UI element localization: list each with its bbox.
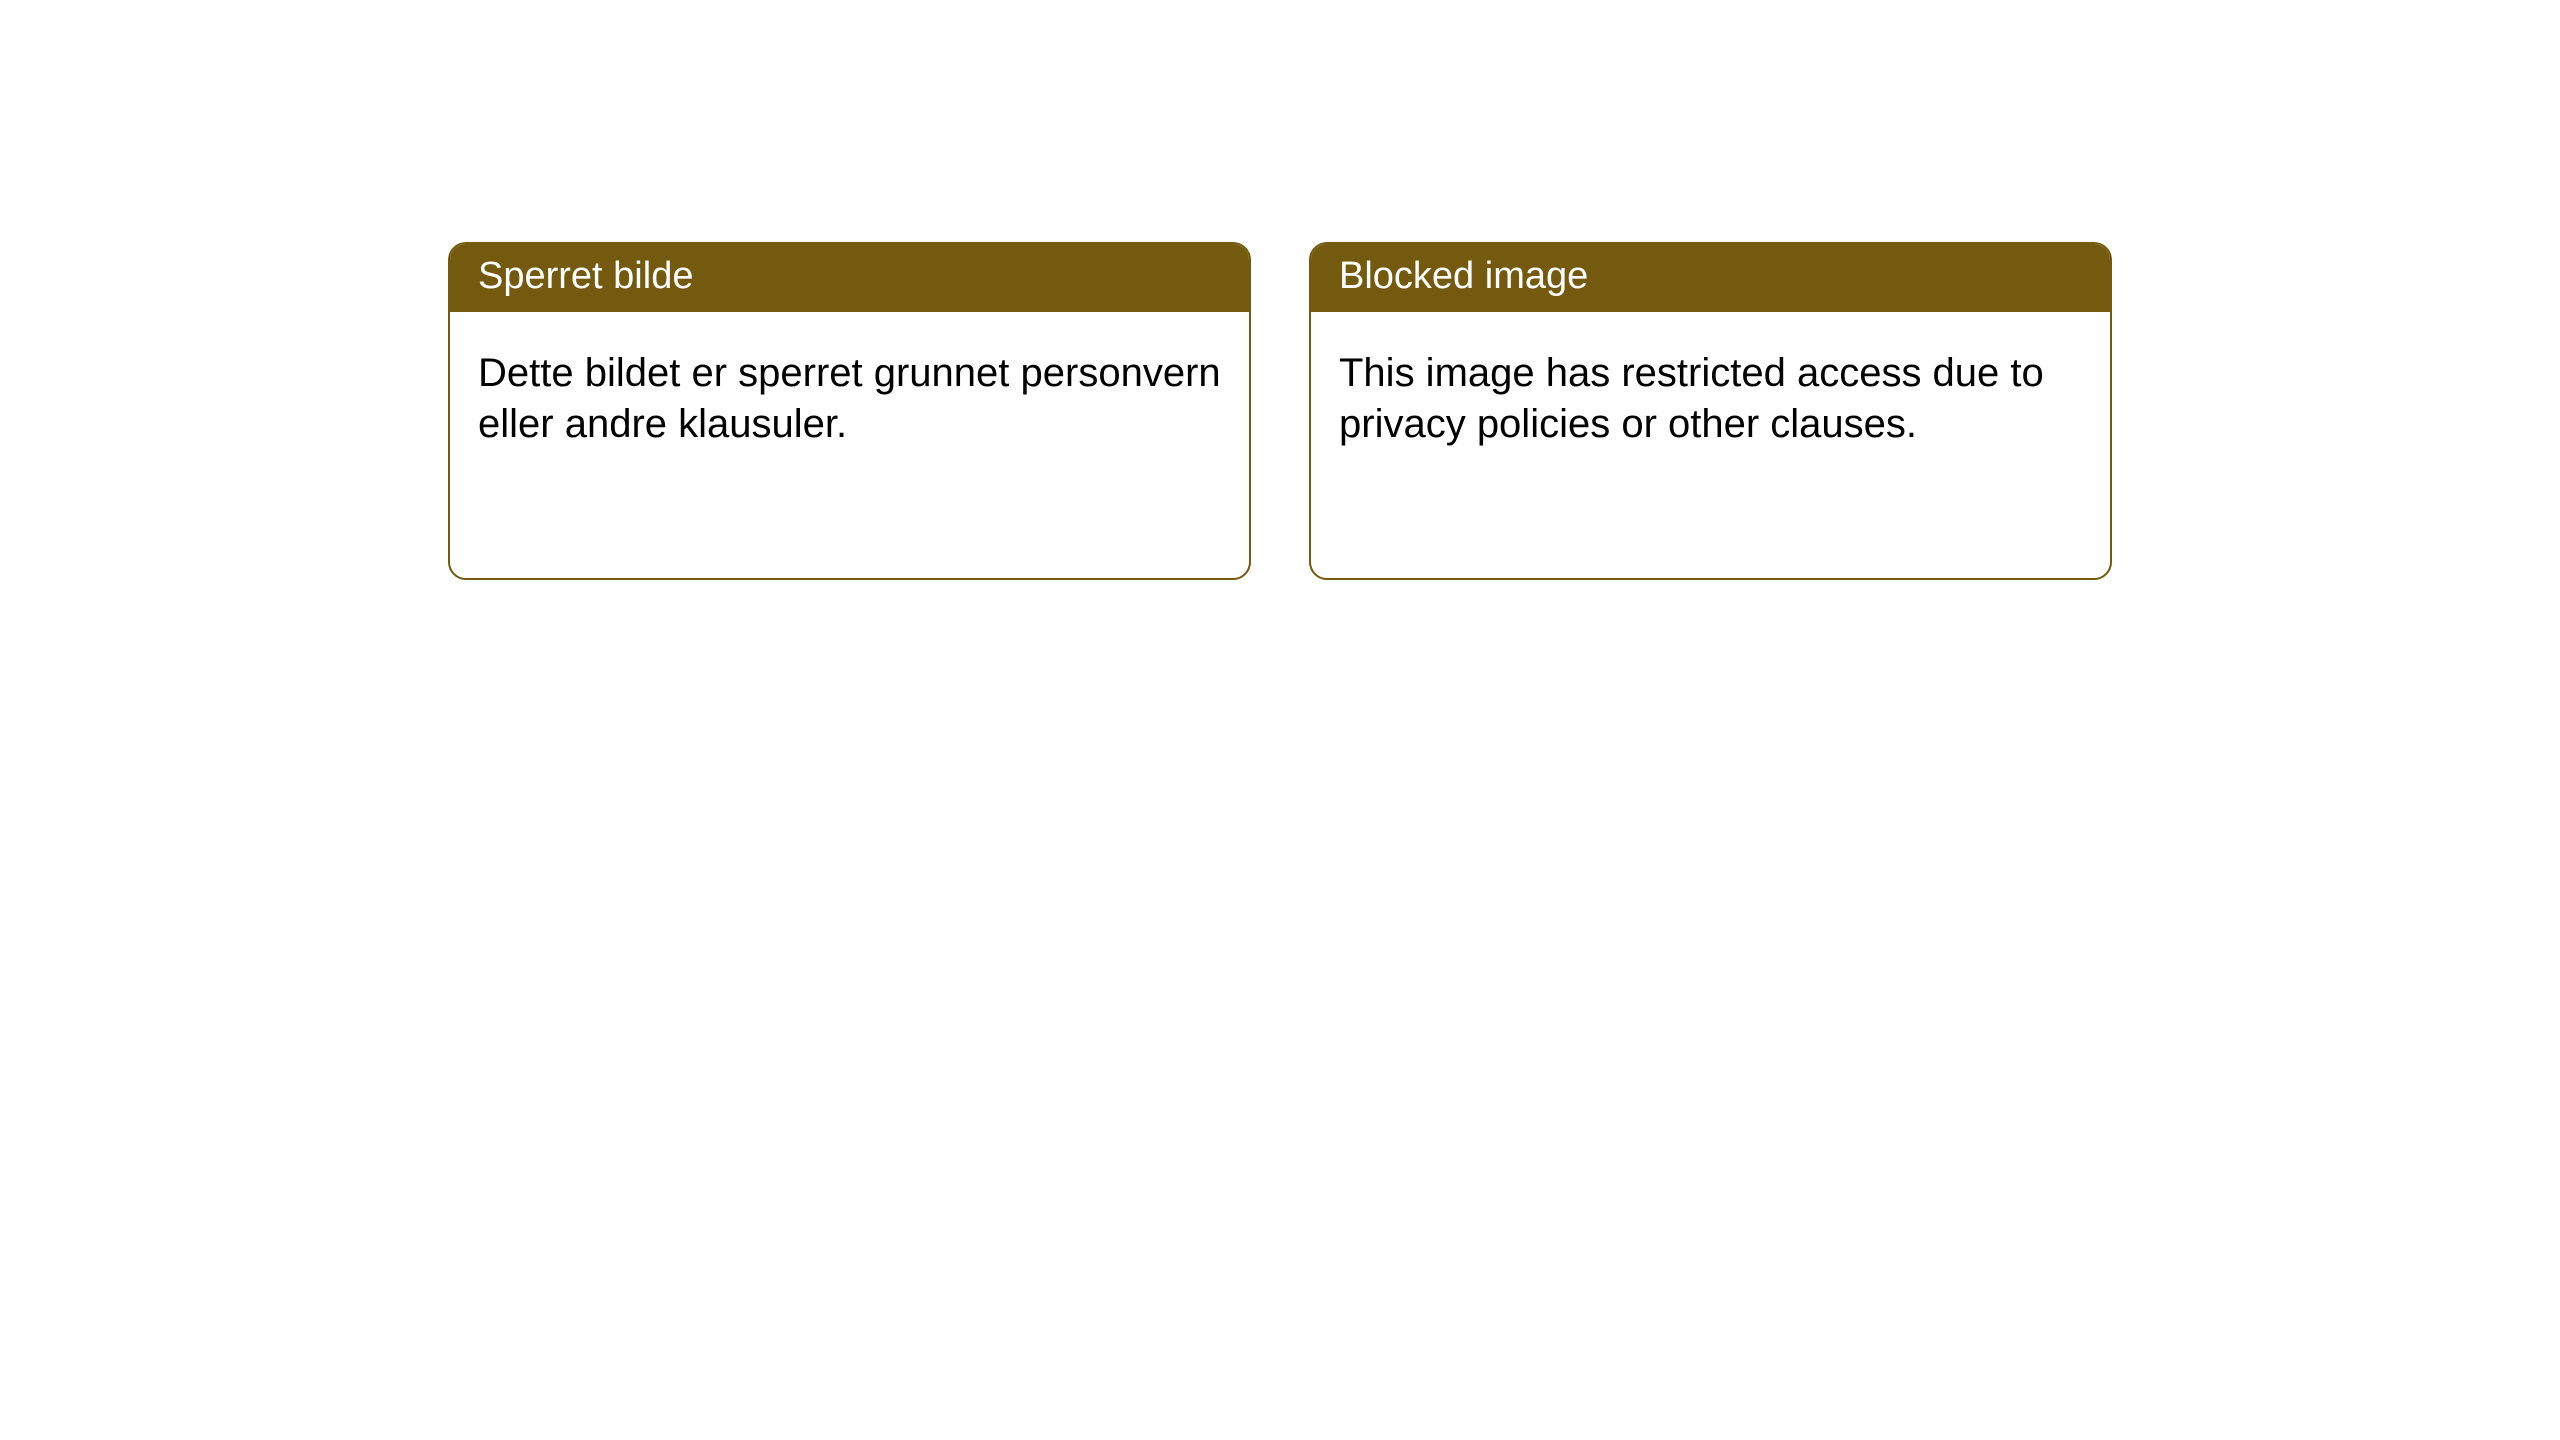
notice-card-norwegian: Sperret bilde Dette bildet er sperret gr… bbox=[448, 242, 1251, 580]
notice-card-english: Blocked image This image has restricted … bbox=[1309, 242, 2112, 580]
notice-body-english: This image has restricted access due to … bbox=[1311, 312, 2110, 478]
notice-body-norwegian: Dette bildet er sperret grunnet personve… bbox=[450, 312, 1249, 478]
notice-title-english: Blocked image bbox=[1311, 244, 2110, 312]
notice-title-norwegian: Sperret bilde bbox=[450, 244, 1249, 312]
notice-container: Sperret bilde Dette bildet er sperret gr… bbox=[0, 0, 2560, 580]
